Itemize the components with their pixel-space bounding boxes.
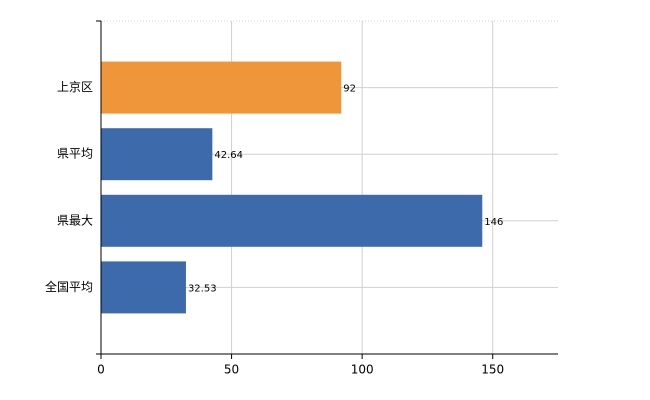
bar — [101, 261, 186, 314]
y-tick-label: 県最大 — [57, 213, 93, 227]
value-label: 42.64 — [214, 150, 243, 161]
x-tick-label: 0 — [97, 363, 105, 377]
x-tick-label: 100 — [351, 363, 374, 377]
bar — [101, 128, 213, 181]
y-tick-label: 全国平均 — [45, 279, 93, 294]
x-tick-label: 150 — [481, 363, 504, 377]
y-tick-label: 上京区 — [57, 80, 93, 94]
bar — [101, 194, 483, 247]
value-label: 146 — [484, 217, 503, 228]
value-label: 32.53 — [188, 283, 217, 294]
x-tick-label: 50 — [224, 363, 239, 377]
value-label: 92 — [343, 84, 356, 95]
bar — [101, 61, 342, 114]
y-tick-label: 県平均 — [57, 147, 93, 161]
